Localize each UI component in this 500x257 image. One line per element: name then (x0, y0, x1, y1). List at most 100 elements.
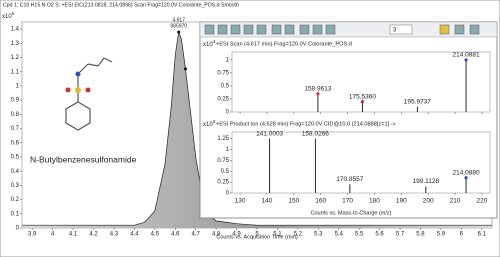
tool-button[interactable] (271, 24, 282, 35)
tool-button[interactable] (284, 24, 295, 35)
spectra: +ESI Scan (4.617 min) Frag=120.0V Colora… (203, 39, 491, 205)
y-tick-label: 0 (226, 110, 230, 116)
x-tick-label: 160 (315, 198, 326, 205)
spectra-x-label: Counts vs. Mass-to-Charge (m/z) (311, 210, 392, 216)
trace (22, 30, 492, 226)
y-tick-label: 0 (16, 226, 20, 232)
peak-label: 141.0003 (256, 130, 283, 137)
y-tick-label: 0.3 (11, 183, 20, 189)
tool-button[interactable] (256, 24, 267, 35)
x-axis-label: Counts vs. Acquisition Time (min) (216, 234, 297, 240)
y-scale-exp: 5 (12, 11, 15, 16)
y-tick-label: 1 (226, 57, 230, 63)
y-tick-label: 1.2 (11, 55, 20, 61)
y-tick-label: 0 (226, 191, 230, 197)
peak-label: 195.9737 (404, 99, 431, 106)
x-tick-label: 5.2 (294, 232, 303, 238)
x-tick-label: 130 (235, 198, 246, 205)
y-scale-exp: 4 (213, 39, 216, 44)
y-scale: x102 (203, 119, 216, 127)
tool-button[interactable] (312, 24, 323, 35)
y-tick-label: 0.5 (221, 83, 230, 89)
y-scale: x105 (2, 11, 15, 19)
x-tick-label: 6.1 (478, 232, 487, 238)
x-tick-label: 5.8 (416, 232, 425, 238)
peak-label: 158.9613 (304, 85, 331, 92)
peak-marker (464, 58, 468, 62)
x-tick-label: 140 (262, 198, 273, 205)
y-tick-label: 0.9 (11, 98, 20, 104)
spectrum-title: +ESI Scan (4.617 min) Frag=120.0V Colora… (216, 41, 352, 47)
x-tick-label: 5 (255, 232, 259, 238)
dropdown[interactable] (389, 24, 413, 35)
x-tick-label: 220 (477, 198, 488, 205)
tool-button[interactable] (454, 24, 465, 35)
x-tick-label: 4.9 (232, 232, 241, 238)
molecule (65, 57, 113, 131)
tool-button[interactable] (439, 24, 450, 35)
apex-height: 985970 (170, 23, 187, 29)
x-tick-label: 150 (288, 198, 299, 205)
x-tick-label: 4.4 (130, 232, 139, 238)
compound-name: N-Butylbenzenesulfonamide (30, 154, 137, 164)
peak-marker (316, 92, 320, 96)
x-tick-label: 5.3 (314, 232, 323, 238)
tool-button[interactable] (204, 24, 215, 35)
y-scale-base: x10 (2, 14, 12, 20)
tool-button[interactable] (469, 24, 480, 35)
x-tick-label: 5.1 (273, 232, 282, 238)
x-tick-label: 6 (460, 232, 464, 238)
y-tick-label: 1 (226, 147, 230, 153)
x-tick-label: 4.5 (151, 232, 160, 238)
tool-button[interactable] (217, 24, 228, 35)
tool-button[interactable] (325, 24, 336, 35)
y-tick-label: 0.25 (217, 97, 229, 103)
x-tick-label: 4.3 (110, 232, 119, 238)
y-tick-label: 0.75 (217, 158, 229, 164)
peak-label: 214.0881 (452, 52, 479, 59)
y-tick-label: 1.1 (11, 69, 20, 75)
x-tick-label: 170 (342, 198, 353, 205)
peak-label: 158.0266 (302, 130, 329, 137)
y-tick-label: 0.75 (217, 70, 229, 76)
x-tick-label: 200 (423, 198, 434, 205)
y-tick-label: 0.5 (221, 169, 230, 175)
y-tick-label: 1.4 (11, 27, 20, 33)
peak-label: 175.5360 (349, 93, 376, 100)
peak-label: 199.1128 (412, 178, 439, 185)
peak-marker (360, 99, 365, 104)
marker (183, 67, 187, 71)
apex-marker (177, 30, 181, 34)
dropdown-value: 3 (393, 28, 397, 34)
y-tick-label: 0.8 (11, 112, 20, 118)
spectrum-title: +ESI Product Ion (4.628 min) Frag=120.0V… (216, 121, 396, 127)
peak-marker (464, 176, 468, 180)
spectrum-plot (231, 51, 491, 113)
x-tick-label: 4.6 (171, 232, 180, 238)
x-tick-label: 5.5 (355, 232, 364, 238)
tool-button[interactable] (299, 24, 310, 35)
x-tick-label: 5.4 (335, 232, 344, 238)
tool-button[interactable] (230, 24, 241, 35)
main-chart: 0 0.1 0.2 0.3 0.4 0.5 0.6 0.7 0.8 0.9 1 1.1 1.2 1.3 1.… (11, 17, 492, 238)
x-tick-label: 4.1 (69, 232, 78, 238)
spectrum-plot (231, 131, 491, 194)
x-tick-label: 3.9 (28, 232, 37, 238)
y-tick-label: 0.5 (11, 155, 20, 161)
y-scale-base: x10 (203, 42, 213, 48)
tool-button[interactable] (243, 24, 254, 35)
y-scale-base: x10 (203, 122, 213, 128)
x-tick-label: 5.6 (375, 232, 384, 238)
y-tick-label: 0.6 (11, 140, 20, 146)
spectra-window: 3 Counts vs. Mass-to-Charge (m/z) (199, 21, 498, 219)
x-tick-label: 210 (450, 198, 461, 205)
toolbar (204, 24, 480, 35)
y-tick-label: 0.4 (11, 169, 20, 175)
y-tick-label: 1 (16, 84, 20, 90)
chart-title: Cpd 1: C10 H15 N O2 S: +ESI EIC(213.0818… (3, 2, 239, 8)
peak-label: 170.8557 (336, 176, 363, 183)
x-tick-label: 5.9 (437, 232, 446, 238)
peak-label: 214.0880 (452, 169, 479, 176)
y-tick-label: 1.3 (11, 41, 20, 47)
